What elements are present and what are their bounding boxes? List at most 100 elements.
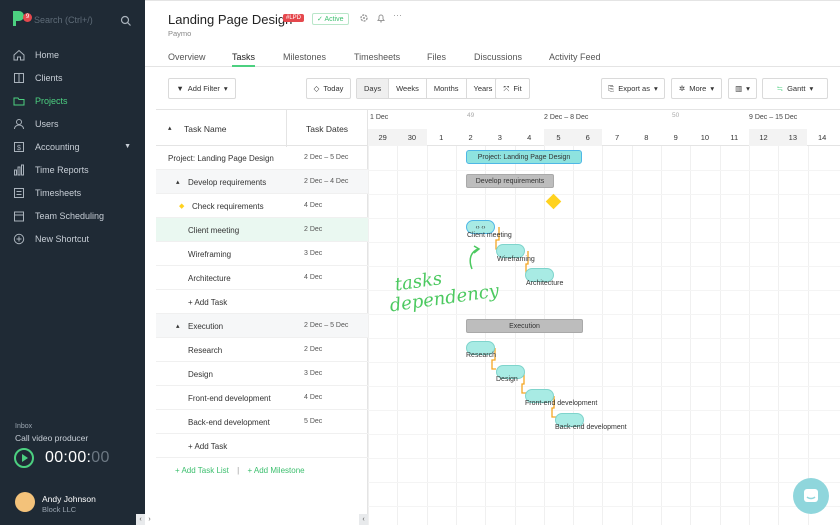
task-name[interactable]: Architecture (188, 274, 231, 283)
view-months[interactable]: Months (427, 79, 467, 98)
task-name[interactable]: Front-end development (188, 394, 271, 403)
add-task-row[interactable]: + Add Task (156, 434, 368, 458)
drag-handles-icon[interactable]: ‹› ‹› (475, 225, 486, 231)
task-row[interactable]: Front-end development 4 Dec (156, 386, 368, 410)
task-name[interactable]: Client meeting (188, 226, 240, 235)
view-days[interactable]: Days (357, 79, 390, 98)
gantt-view-button[interactable]: ≒ Gantt ▾ (762, 78, 828, 99)
task-bar-research[interactable] (466, 341, 495, 355)
tab-timesheets[interactable]: Timesheets (354, 52, 401, 62)
add-milestone-link[interactable]: + Add Milestone (247, 466, 305, 475)
chat-button[interactable] (793, 478, 829, 514)
task-name[interactable]: Develop requirements (188, 178, 267, 187)
task-name[interactable]: Research (188, 346, 223, 355)
dependency-line[interactable] (491, 348, 496, 370)
task-row[interactable]: Research 2 Dec (156, 338, 368, 362)
chevron-down-icon: ▾ (653, 84, 658, 93)
task-row[interactable]: Back-end development 5 Dec (156, 410, 368, 434)
add-filter-button[interactable]: ▼ Add Filter ▾ (168, 78, 236, 99)
task-bar-back-end[interactable] (555, 413, 584, 427)
add-task-row[interactable]: + Add Task (156, 290, 368, 314)
task-row[interactable]: Design 3 Dec (156, 362, 368, 386)
user-name[interactable]: Andy Johnson (42, 494, 96, 504)
day-cell: 11 (730, 133, 739, 142)
bell-icon[interactable] (376, 13, 386, 23)
today-button[interactable]: ◇ Today (306, 78, 351, 99)
status-badge[interactable]: ✓ Active (312, 13, 349, 25)
task-bar-client-meeting[interactable]: ‹› ‹› (466, 220, 495, 234)
chevron-down-icon: ▾ (223, 84, 228, 93)
tab-discussions[interactable]: Discussions (474, 52, 523, 62)
plus-circle-icon (13, 233, 25, 244)
collapse-all-icon[interactable]: ▴ (168, 125, 172, 132)
paymo-logo[interactable] (10, 9, 26, 27)
chevron-left-icon[interactable]: ‹ (359, 514, 368, 525)
task-bar-front-end[interactable] (525, 389, 554, 403)
sidebar-item-home[interactable]: Home (0, 43, 145, 66)
view-weeks[interactable]: Weeks (389, 79, 427, 98)
tab-activity-feed[interactable]: Activity Feed (549, 52, 601, 62)
avatar[interactable] (15, 492, 35, 512)
sidebar-item-timesheets[interactable]: Timesheets (0, 181, 145, 204)
grid-hline (368, 362, 840, 363)
task-bar-architecture[interactable] (525, 268, 554, 282)
sidebar-item-team-scheduling[interactable]: Team Scheduling (0, 204, 145, 227)
group-bar-execution[interactable]: Execution (466, 319, 583, 333)
group-row[interactable]: ▴ Execution 2 Dec – 5 Dec (156, 314, 368, 338)
task-name[interactable]: Project: Landing Page Design (168, 154, 274, 163)
task-row[interactable]: Architecture 4 Dec (156, 266, 368, 290)
group-bar-develop[interactable]: Develop requirements (466, 174, 554, 188)
task-name[interactable]: Check requirements (192, 202, 264, 211)
columns-button[interactable]: ▥ ▾ (728, 78, 757, 99)
col-task-dates[interactable]: Task Dates (306, 124, 349, 134)
task-name[interactable]: Back-end development (188, 418, 270, 427)
dependency-line[interactable] (521, 372, 526, 394)
search-icon[interactable] (120, 15, 132, 27)
sidebar-item-accounting[interactable]: $ Accounting ▼ (0, 135, 145, 158)
more-icon[interactable]: ··· (393, 10, 402, 20)
task-name[interactable]: Execution (188, 322, 224, 331)
add-task-link[interactable]: + Add Task (188, 442, 228, 451)
project-row[interactable]: Project: Landing Page Design 2 Dec – 5 De… (156, 146, 368, 170)
day-cell: 2 (468, 133, 473, 142)
grid-hline (368, 434, 840, 435)
sidebar-item-clients[interactable]: Clients (0, 66, 145, 89)
task-bar-wireframing[interactable] (496, 244, 525, 258)
tab-overview[interactable]: Overview (168, 52, 206, 62)
dependency-line[interactable] (551, 396, 556, 418)
sidebar-item-projects[interactable]: Projects (0, 89, 145, 112)
task-name[interactable]: Wireframing (188, 250, 232, 259)
chevron-left-icon[interactable]: ‹ (136, 514, 145, 525)
collapse-icon[interactable]: ▴ (176, 323, 180, 330)
chevron-down-icon[interactable]: ▼ (124, 143, 131, 150)
sidebar-item-users[interactable]: Users (0, 112, 145, 135)
tab-milestones[interactable]: Milestones (283, 52, 327, 62)
chevron-right-icon[interactable]: › (145, 514, 154, 525)
collapse-icon[interactable]: ▴ (176, 179, 180, 186)
inbox-task[interactable]: Call video producer (15, 433, 89, 443)
more-button[interactable]: ✲ More ▾ (671, 78, 722, 99)
day-cell: 14 (817, 133, 827, 142)
task-bar-design[interactable] (496, 365, 525, 379)
add-task-link[interactable]: + Add Task (188, 298, 228, 307)
client-name[interactable]: Paymo (168, 29, 192, 38)
sidebar-item-label: Users (35, 118, 59, 129)
fit-button[interactable]: ⤧ Fit (495, 78, 530, 99)
tab-files[interactable]: Files (427, 52, 447, 62)
gear-icon[interactable] (359, 13, 369, 23)
sidebar-item-time-reports[interactable]: Time Reports (0, 158, 145, 181)
project-bar[interactable]: Project: Landing Page Design (466, 150, 582, 164)
task-name[interactable]: Design (188, 370, 213, 379)
export-button[interactable]: ⎘ Export as ▾ (601, 78, 665, 99)
col-task-name[interactable]: Task Name (184, 124, 227, 134)
search-input[interactable]: Search (Ctrl+/) (34, 15, 93, 25)
play-icon[interactable] (14, 448, 34, 468)
sidebar-item-new-shortcut[interactable]: New Shortcut (0, 227, 145, 250)
add-task-list-link[interactable]: + Add Task List (175, 466, 229, 475)
task-row[interactable]: ◆ Check requirements 4 Dec (156, 194, 368, 218)
view-years[interactable]: Years (473, 84, 493, 93)
tab-tasks[interactable]: Tasks (232, 52, 256, 67)
group-row[interactable]: ▴ Develop requirements 2 Dec – 4 Dec (156, 170, 368, 194)
task-row[interactable]: Wireframing 3 Dec (156, 242, 368, 266)
task-row[interactable]: Client meeting 2 Dec (156, 218, 368, 242)
